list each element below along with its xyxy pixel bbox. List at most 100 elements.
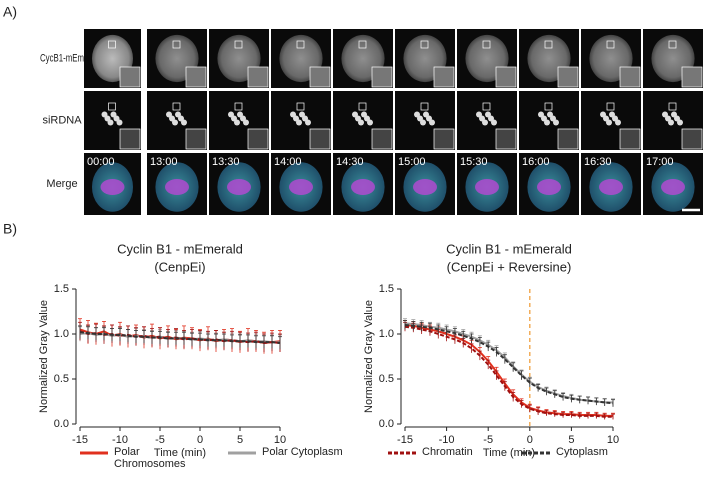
- inset: [495, 66, 517, 88]
- chromatin: [243, 119, 249, 126]
- chromatin: [116, 119, 123, 126]
- timestamp: 15:30: [460, 156, 488, 168]
- chromatin: [413, 179, 437, 195]
- chromatin: [668, 119, 674, 126]
- roi-box: [108, 40, 116, 49]
- chromatin: [289, 179, 313, 195]
- roi-box: [296, 40, 305, 49]
- legend-item: Cytoplasm: [522, 446, 656, 458]
- x-axis-label: Time (min): [154, 447, 206, 459]
- timestamp: 14:00: [274, 156, 302, 168]
- panel-label: A): [3, 4, 17, 20]
- inset: [619, 128, 641, 150]
- x-tick-label: -15: [72, 434, 88, 446]
- timestamp: 13:00: [150, 156, 178, 168]
- roi-box: [234, 40, 243, 49]
- chromatin: [107, 119, 114, 126]
- timestamp: 15:00: [398, 156, 426, 168]
- chromatin: [599, 179, 623, 195]
- row-label: siRDNA: [42, 114, 82, 126]
- chromatin: [305, 119, 311, 126]
- x-tick-label: 5: [568, 434, 574, 446]
- chromatin: [491, 119, 497, 126]
- roi-box: [606, 102, 615, 111]
- roi-box: [172, 40, 181, 49]
- chart-subtitle: (CenpEi): [154, 259, 205, 274]
- inset: [247, 128, 269, 150]
- inset: [557, 128, 579, 150]
- roi-box: [482, 40, 491, 49]
- y-tick-label: 0.5: [54, 373, 69, 385]
- chart-title: Cyclin B1 - mEmerald: [446, 241, 572, 256]
- row-label: Merge: [46, 178, 77, 190]
- chromatin: [537, 179, 561, 195]
- inset: [185, 128, 207, 150]
- x-tick-label: -10: [112, 434, 128, 446]
- roi-box: [668, 102, 677, 111]
- x-tick-label: 5: [237, 434, 243, 446]
- chromatin: [351, 179, 375, 195]
- roi-box: [108, 102, 116, 111]
- chromatin: [677, 119, 683, 126]
- roi-box: [358, 40, 367, 49]
- inset: [557, 66, 579, 88]
- legend-item: Polar Chromosomes: [80, 446, 186, 470]
- chromatin: [661, 179, 685, 195]
- y-axis-label: Normalized Gray Value: [38, 300, 50, 413]
- inset: [309, 66, 331, 88]
- x-tick-label: 0: [527, 434, 533, 446]
- legend-swatch: [388, 451, 416, 455]
- roi-box: [482, 102, 491, 111]
- series-line: [79, 330, 281, 345]
- y-tick-label: 0.0: [54, 418, 69, 430]
- chromatin: [420, 119, 426, 126]
- chromatin: [615, 119, 621, 126]
- y-tick-label: 1.0: [54, 328, 69, 340]
- y-tick-label: 1.5: [54, 283, 69, 295]
- inset: [495, 128, 517, 150]
- row-label: CycB1-mEm: [40, 52, 84, 64]
- x-tick-label: -10: [439, 434, 455, 446]
- legend-item: Polar Cytoplasm: [228, 446, 392, 458]
- chromatin: [553, 119, 559, 126]
- x-tick-label: -5: [483, 434, 493, 446]
- timestamp: 16:00: [522, 156, 550, 168]
- inset: [119, 66, 141, 88]
- series-line: [79, 331, 281, 344]
- inset: [681, 128, 703, 150]
- timestamp: 17:00: [646, 156, 674, 168]
- roi-box: [606, 40, 615, 49]
- legend-item: Chromatin: [388, 446, 522, 458]
- chromatin: [367, 119, 373, 126]
- inset: [309, 128, 331, 150]
- chromatin: [172, 119, 178, 126]
- chromatin: [606, 119, 612, 126]
- x-tick-label: -15: [397, 434, 413, 446]
- timestamp: 16:30: [584, 156, 612, 168]
- y-axis-label: Normalized Gray Value: [363, 300, 375, 413]
- timestamp: 14:30: [336, 156, 364, 168]
- x-tick-label: 10: [274, 434, 286, 446]
- legend-label: Cytoplasm: [556, 446, 608, 458]
- inset: [433, 128, 455, 150]
- chromatin: [429, 119, 435, 126]
- x-tick-label: 10: [607, 434, 619, 446]
- legend-label: Polar Chromosomes: [114, 446, 186, 470]
- panel-label: B): [3, 221, 17, 237]
- inset: [185, 66, 207, 88]
- chromatin: [544, 119, 550, 126]
- chromatin: [227, 179, 251, 195]
- chromatin: [296, 119, 302, 126]
- chromatin: [165, 179, 189, 195]
- legend-label: Chromatin: [422, 446, 473, 458]
- chromatin: [100, 179, 125, 195]
- roi-box: [668, 40, 677, 49]
- y-tick-label: 0.0: [379, 418, 394, 430]
- timestamp: 13:30: [212, 156, 240, 168]
- inset: [247, 66, 269, 88]
- chromatin: [234, 119, 240, 126]
- roi-box: [420, 40, 429, 49]
- legend-swatch: [228, 451, 256, 455]
